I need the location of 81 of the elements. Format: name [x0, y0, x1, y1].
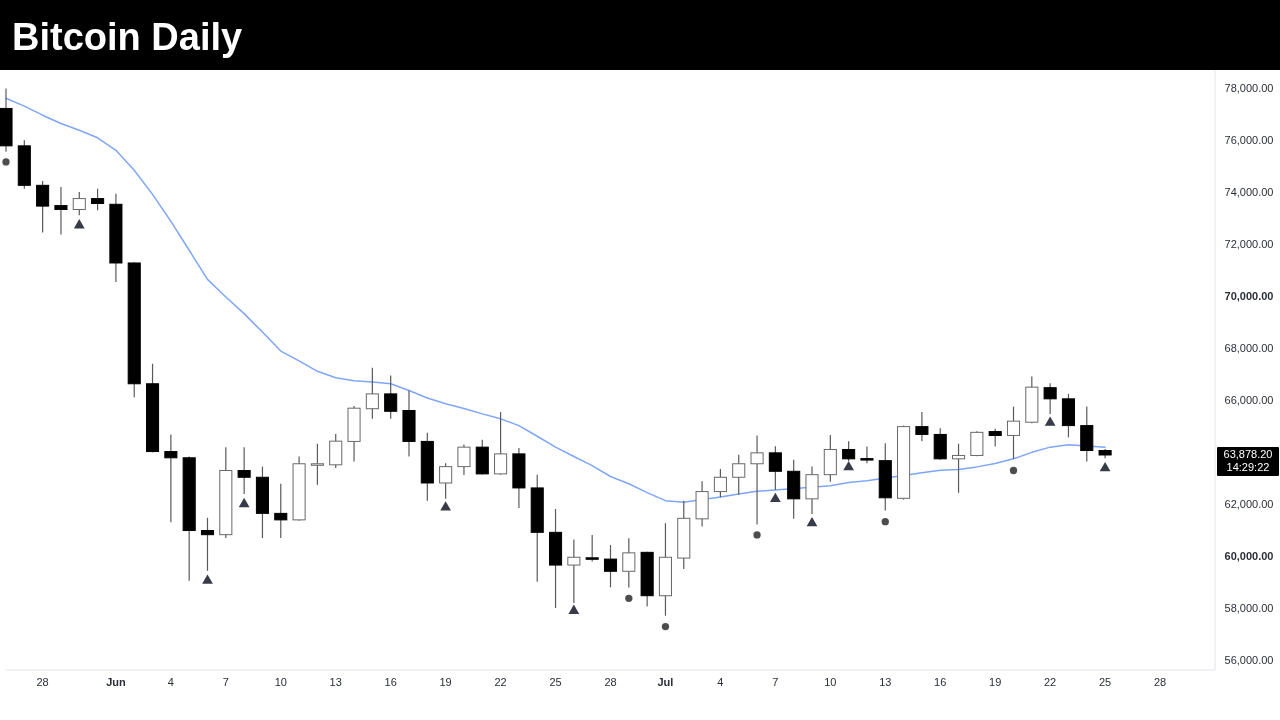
x-tick-label: 19 [439, 676, 452, 688]
candlestick [768, 445, 782, 491]
x-tick-label: 16 [384, 676, 397, 688]
point [1009, 466, 1018, 475]
point [1044, 416, 1056, 426]
text: 63,878.20 [1223, 447, 1273, 460]
candlestick [439, 462, 453, 500]
x-tick-label: 25 [549, 676, 562, 688]
x-tick-label: 13 [879, 676, 892, 688]
point [625, 594, 633, 602]
x-tick-label: 25 [1098, 676, 1112, 688]
candlestick [567, 539, 581, 604]
point [440, 501, 452, 511]
candlestick [365, 367, 379, 420]
point [753, 531, 761, 539]
point [2, 158, 10, 166]
candlestick [970, 430, 984, 457]
y-tick-label: 58,000.00 [1224, 601, 1274, 614]
candlestick [36, 180, 50, 234]
candlestick [457, 443, 471, 476]
y-tick-label: 62,000.00 [1224, 497, 1274, 510]
y-tick-label: 68,000.00 [1224, 341, 1274, 354]
point [806, 517, 818, 527]
x-tick-label: Jun [106, 676, 126, 688]
candlestick [622, 537, 636, 588]
chart-title: Bitcoin Daily [12, 16, 243, 58]
candlestick [732, 454, 746, 496]
candlestick [494, 411, 508, 476]
candlestick [603, 544, 618, 588]
x-tick-label: Jul [657, 676, 674, 688]
y-tick-label: 78,000.00 [1224, 82, 1274, 95]
candlestick [91, 188, 105, 211]
x-tick-label: 28 [604, 676, 617, 688]
line-series [5, 97, 1106, 503]
candlestick [274, 483, 288, 539]
point [1099, 461, 1111, 472]
candlestick [750, 434, 764, 526]
candlestick [585, 534, 599, 563]
candlestick [329, 433, 343, 469]
candlestick [713, 468, 727, 498]
point [769, 492, 781, 502]
y-tick-label: 70,000.00 [1224, 289, 1274, 302]
point [202, 574, 213, 584]
candlestick [1006, 406, 1021, 460]
y-tick-label: 72,000.00 [1224, 238, 1274, 251]
x-tick-label: 22 [1044, 676, 1057, 688]
candlestick [54, 186, 68, 236]
y-tick-label: 60,000.00 [1224, 549, 1274, 562]
y-tick-label: 66,000.00 [1224, 393, 1274, 406]
point [73, 219, 85, 229]
x-tick-label: 10 [274, 676, 287, 688]
candlestick [384, 374, 398, 420]
candlestick [164, 433, 178, 523]
x-tick-label: 7 [222, 676, 229, 688]
point [568, 604, 580, 614]
candlestick [72, 191, 86, 216]
y-tick-label: 74,000.00 [1224, 186, 1274, 199]
candlestick [860, 446, 874, 464]
x-tick-label: 7 [772, 676, 779, 688]
candlestick [310, 443, 324, 486]
x-tick-label: 4 [717, 676, 724, 688]
point [661, 622, 670, 631]
x-tick-label: 28 [36, 676, 49, 688]
candlestick [237, 446, 251, 495]
x-tick-label: 10 [824, 676, 837, 688]
candlestick [915, 411, 929, 442]
x-tick-label: 19 [989, 676, 1002, 688]
candlestick [1043, 382, 1057, 415]
x-tick-label: 4 [167, 676, 174, 688]
x-tick-label: 16 [934, 676, 947, 688]
x-tick-label: 28 [1153, 676, 1167, 688]
x-tick-label: 13 [329, 676, 342, 688]
point [843, 460, 855, 471]
candlestick [952, 443, 966, 494]
text: 14:29:22 [1226, 460, 1270, 473]
candlestick [200, 517, 215, 572]
point [238, 497, 250, 508]
x-tick-label: 22 [494, 676, 507, 688]
y-tick-label: 56,000.00 [1224, 653, 1274, 666]
y-tick-label: 76,000.00 [1224, 134, 1274, 147]
point [881, 518, 889, 526]
